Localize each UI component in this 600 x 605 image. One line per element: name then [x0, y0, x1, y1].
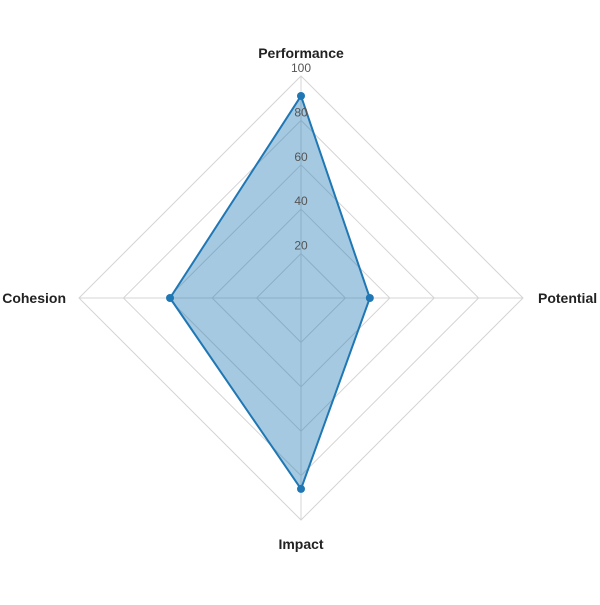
series-area-0	[169, 94, 371, 490]
tick-label-100: 100	[291, 61, 311, 75]
axis-label-layer: Performance Potential Impact Cohesion	[2, 45, 597, 552]
axis-label-cohesion: Cohesion	[2, 290, 66, 306]
data-point-impact[interactable]	[297, 484, 305, 493]
data-point-potential[interactable]	[365, 294, 374, 302]
axis-label-impact: Impact	[278, 536, 323, 552]
axis-label-performance: Performance	[258, 45, 344, 61]
tick-label-20: 20	[294, 239, 308, 253]
data-point-performance[interactable]	[297, 91, 305, 100]
tick-label-layer: 20 40 60 80 100	[291, 61, 311, 253]
tick-label-60: 60	[294, 150, 308, 164]
series-layer	[166, 91, 374, 493]
data-point-cohesion[interactable]	[166, 294, 175, 302]
tick-label-80: 80	[294, 105, 308, 119]
axis-label-potential: Potential	[538, 290, 597, 306]
tick-label-40: 40	[294, 194, 308, 208]
